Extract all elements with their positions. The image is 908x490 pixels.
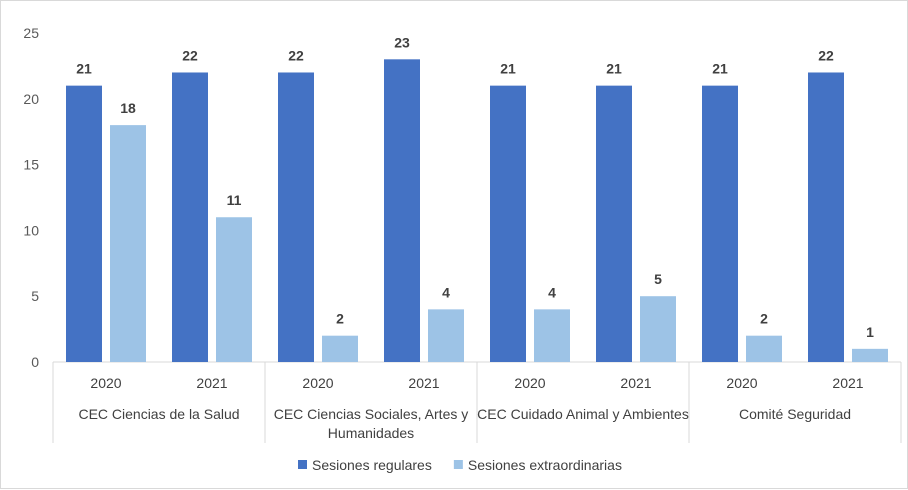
data-label-extraordinarias: 1 [866, 324, 874, 340]
data-label-regulares: 22 [818, 47, 834, 63]
data-label-extraordinarias: 4 [548, 284, 556, 300]
legend-swatch-extraordinarias [453, 460, 463, 469]
x-category-label: 2021 [832, 375, 863, 391]
bar-regulares[interactable] [384, 59, 420, 362]
data-label-regulares: 21 [76, 61, 92, 77]
x-category-label: 2020 [726, 375, 757, 391]
x-group-label: CEC Cuidado Animal y Ambientes [477, 406, 689, 422]
y-tick-label: 5 [31, 288, 39, 304]
x-group-label: Comité Seguridad [739, 406, 851, 422]
y-tick-label: 10 [23, 222, 39, 238]
data-label-extraordinarias: 2 [760, 311, 768, 327]
data-label-extraordinarias: 4 [442, 284, 450, 300]
data-label-regulares: 23 [394, 34, 410, 50]
data-label-extraordinarias: 5 [654, 271, 662, 287]
data-label-regulares: 22 [288, 47, 304, 63]
legend-label-extraordinarias: Sesiones extraordinarias [468, 457, 622, 473]
x-group-label: CEC Ciencias de la Salud [78, 406, 239, 422]
bar-regulares[interactable] [702, 85, 738, 362]
x-category-label: 2021 [620, 375, 651, 391]
x-category-label: 2021 [408, 375, 439, 391]
bar-extraordinarias[interactable] [746, 335, 782, 362]
legend-label-regulares: Sesiones regulares [312, 457, 432, 473]
x-group-label: CEC Ciencias Sociales, Artes y Humanidade… [274, 406, 469, 441]
x-category-label: 2021 [196, 375, 227, 391]
y-tick-label: 20 [23, 91, 39, 107]
data-label-regulares: 21 [500, 61, 516, 77]
bar-regulares[interactable] [278, 72, 314, 362]
bar-extraordinarias[interactable] [216, 217, 252, 362]
bar-regulares[interactable] [596, 85, 632, 362]
data-label-extraordinarias: 2 [336, 311, 344, 327]
bar-extraordinarias[interactable] [322, 335, 358, 362]
data-label-regulares: 21 [712, 61, 728, 77]
y-tick-label: 0 [31, 354, 39, 370]
bar-regulares[interactable] [490, 85, 526, 362]
data-label-regulares: 22 [182, 47, 198, 63]
y-tick-label: 25 [23, 25, 39, 41]
x-category-label: 2020 [90, 375, 121, 391]
data-label-extraordinarias: 18 [120, 100, 136, 116]
bar-extraordinarias[interactable] [852, 348, 888, 362]
legend-swatch-regulares [298, 460, 307, 469]
x-category-label: 2020 [302, 375, 333, 391]
bar-regulares[interactable] [172, 72, 208, 362]
bar-extraordinarias[interactable] [428, 309, 464, 362]
bar-extraordinarias[interactable] [534, 309, 570, 362]
bar-extraordinarias[interactable] [640, 296, 676, 362]
bar-regulares[interactable] [808, 72, 844, 362]
data-label-extraordinarias: 11 [227, 192, 242, 208]
x-category-label: 2020 [514, 375, 545, 391]
data-label-regulares: 21 [606, 61, 622, 77]
bar-regulares[interactable] [66, 85, 102, 362]
y-tick-label: 15 [23, 157, 39, 173]
bar-extraordinarias[interactable] [110, 125, 146, 363]
